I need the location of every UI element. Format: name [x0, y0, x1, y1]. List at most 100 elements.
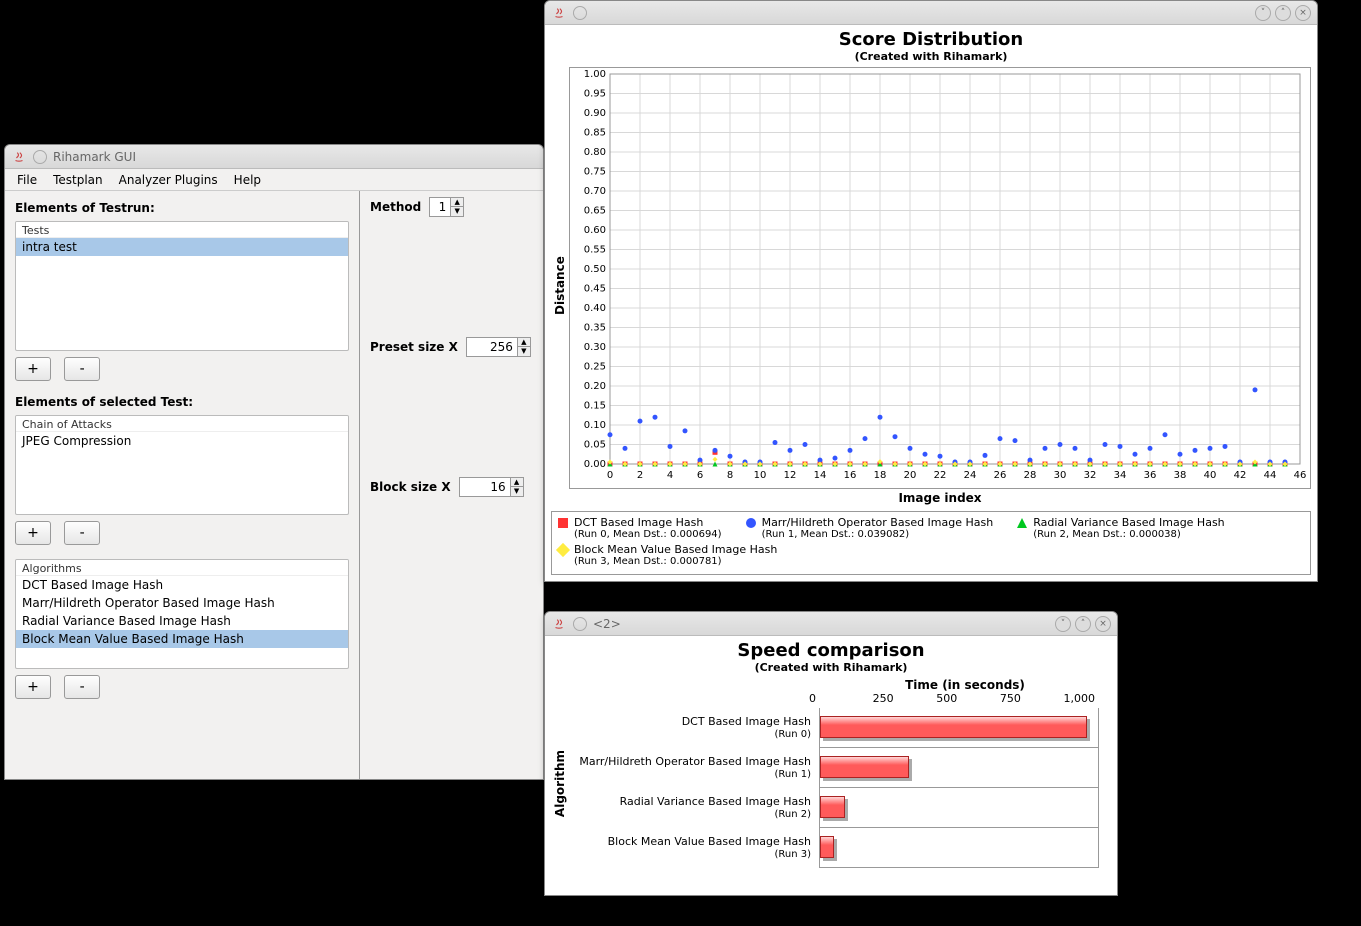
- add-algorithm-button[interactable]: +: [15, 675, 51, 699]
- svg-text:0.70: 0.70: [584, 186, 606, 197]
- svg-text:0.25: 0.25: [584, 362, 606, 373]
- add-attack-button[interactable]: +: [15, 521, 51, 545]
- y-axis-label: Distance: [551, 67, 569, 505]
- svg-text:0.85: 0.85: [584, 128, 606, 139]
- spin-up-icon[interactable]: ▲: [518, 338, 530, 347]
- svg-text:0.50: 0.50: [584, 264, 606, 275]
- svg-text:0.65: 0.65: [584, 206, 606, 217]
- svg-text:0.95: 0.95: [584, 89, 606, 100]
- menubar: FileTestplanAnalyzer PluginsHelp: [5, 169, 543, 191]
- bar: [820, 756, 909, 778]
- svg-text:1.00: 1.00: [584, 69, 606, 80]
- close-button[interactable]: ×: [1095, 616, 1111, 632]
- legend-item: Block Mean Value Based Image Hash(Run 3,…: [558, 543, 777, 568]
- method-label: Method: [370, 200, 421, 214]
- svg-text:0.20: 0.20: [584, 381, 606, 392]
- y-axis-label: Algorithm: [551, 750, 569, 817]
- maximize-button[interactable]: ˄: [1075, 616, 1091, 632]
- svg-text:0.75: 0.75: [584, 167, 606, 178]
- bar-tick-row: 02505007501,000: [819, 692, 1111, 708]
- preset-label: Preset size X: [370, 340, 458, 354]
- block-input[interactable]: [460, 478, 510, 496]
- list-item[interactable]: intra test: [16, 238, 348, 256]
- svg-text:20: 20: [904, 470, 917, 481]
- svg-text:0.80: 0.80: [584, 147, 606, 158]
- svg-text:44: 44: [1264, 470, 1277, 481]
- close-button[interactable]: ×: [1295, 5, 1311, 21]
- chart-subtitle: (Created with Rihamark): [551, 661, 1111, 674]
- method-spinner[interactable]: ▲▼: [429, 197, 464, 217]
- bar-label: Radial Variance Based Image Hash(Run 2): [569, 796, 819, 820]
- bar: [820, 796, 845, 818]
- add-test-button[interactable]: +: [15, 357, 51, 381]
- svg-text:0.15: 0.15: [584, 401, 606, 412]
- remove-test-button[interactable]: -: [64, 357, 100, 381]
- preset-input[interactable]: [467, 338, 517, 356]
- menu-item-file[interactable]: File: [9, 171, 45, 189]
- titlebar[interactable]: Rihamark GUI: [5, 145, 543, 169]
- svg-text:38: 38: [1174, 470, 1187, 481]
- tests-listbox[interactable]: intra test: [16, 238, 348, 258]
- spin-down-icon[interactable]: ▼: [511, 487, 523, 496]
- method-input[interactable]: [430, 198, 450, 216]
- tick-label: 1,000: [1064, 692, 1096, 705]
- remove-attack-button[interactable]: -: [64, 521, 100, 545]
- list-item[interactable]: DCT Based Image Hash: [16, 576, 348, 594]
- attacks-listbox[interactable]: JPEG Compression: [16, 432, 348, 452]
- window-menu-icon[interactable]: [573, 617, 587, 631]
- tests-fieldset: Tests intra test: [15, 221, 349, 351]
- tick-label: 250: [873, 692, 894, 705]
- svg-text:34: 34: [1114, 470, 1127, 481]
- selected-test-label: Elements of selected Test:: [15, 395, 349, 409]
- svg-text:24: 24: [964, 470, 977, 481]
- bar: [820, 716, 1087, 738]
- algorithms-listbox[interactable]: DCT Based Image HashMarr/Hildreth Operat…: [16, 576, 348, 648]
- remove-algorithm-button[interactable]: -: [64, 675, 100, 699]
- legend-item: DCT Based Image Hash(Run 0, Mean Dst.: 0…: [558, 516, 722, 541]
- window-menu-icon[interactable]: [33, 150, 47, 164]
- preset-spinner[interactable]: ▲▼: [466, 337, 531, 357]
- list-item[interactable]: Radial Variance Based Image Hash: [16, 612, 348, 630]
- spin-down-icon[interactable]: ▼: [451, 207, 463, 216]
- java-icon: [551, 5, 567, 21]
- bar-chart: DCT Based Image Hash(Run 0)Marr/Hildreth…: [569, 708, 1111, 868]
- testrun-label: Elements of Testrun:: [15, 201, 349, 215]
- svg-text:46: 46: [1294, 470, 1307, 481]
- titlebar[interactable]: ˅ ˄ ×: [545, 1, 1317, 25]
- spin-up-icon[interactable]: ▲: [451, 198, 463, 207]
- main-gui-window: Rihamark GUI FileTestplanAnalyzer Plugin…: [4, 144, 544, 780]
- svg-text:26: 26: [994, 470, 1007, 481]
- svg-text:0.45: 0.45: [584, 284, 606, 295]
- window-menu-icon[interactable]: [573, 6, 587, 20]
- svg-text:32: 32: [1084, 470, 1097, 481]
- titlebar[interactable]: <2> ˅ ˄ ×: [545, 612, 1117, 636]
- minimize-button[interactable]: ˅: [1055, 616, 1071, 632]
- bar-window: <2> ˅ ˄ × Speed comparison (Created with…: [544, 611, 1118, 896]
- list-item[interactable]: Block Mean Value Based Image Hash: [16, 630, 348, 648]
- bar-row: Radial Variance Based Image Hash(Run 2): [569, 788, 1111, 828]
- svg-text:42: 42: [1234, 470, 1247, 481]
- menu-item-help[interactable]: Help: [226, 171, 269, 189]
- svg-text:0.40: 0.40: [584, 303, 606, 314]
- tick-label: 750: [1000, 692, 1021, 705]
- block-spinner[interactable]: ▲▼: [459, 477, 524, 497]
- spin-up-icon[interactable]: ▲: [511, 478, 523, 487]
- block-label: Block size X: [370, 480, 451, 494]
- spin-down-icon[interactable]: ▼: [518, 347, 530, 356]
- left-panel: Elements of Testrun: Tests intra test + …: [5, 191, 360, 779]
- svg-text:0.05: 0.05: [584, 440, 606, 451]
- maximize-button[interactable]: ˄: [1275, 5, 1291, 21]
- menu-item-testplan[interactable]: Testplan: [45, 171, 111, 189]
- svg-text:18: 18: [874, 470, 887, 481]
- list-item[interactable]: JPEG Compression: [16, 432, 348, 450]
- bar: [820, 836, 834, 858]
- window-title: <2>: [593, 617, 621, 631]
- svg-text:2: 2: [637, 470, 643, 481]
- svg-text:6: 6: [697, 470, 703, 481]
- svg-text:8: 8: [727, 470, 733, 481]
- svg-text:28: 28: [1024, 470, 1037, 481]
- minimize-button[interactable]: ˅: [1255, 5, 1271, 21]
- menu-item-analyzer-plugins[interactable]: Analyzer Plugins: [111, 171, 226, 189]
- bar-label: Marr/Hildreth Operator Based Image Hash(…: [569, 756, 819, 780]
- list-item[interactable]: Marr/Hildreth Operator Based Image Hash: [16, 594, 348, 612]
